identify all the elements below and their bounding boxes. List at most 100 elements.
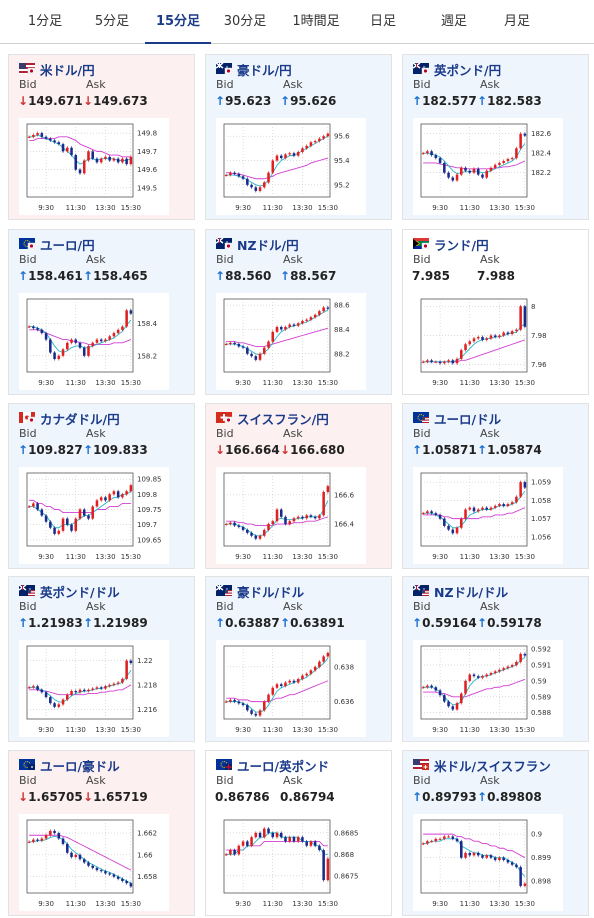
- rate-chart[interactable]: 9:30 11:30 13:30 15:30 88.6 88.4 88.2: [216, 293, 366, 390]
- candle: [489, 855, 493, 858]
- bid-arrow-icon: ↑: [412, 94, 423, 108]
- candle: [104, 339, 107, 342]
- candle: [292, 837, 296, 842]
- currency-pair-title[interactable]: 豪ドル/ドル: [237, 585, 305, 600]
- candle: [237, 525, 241, 528]
- currency-pair-title[interactable]: スイスフラン/円: [237, 412, 329, 427]
- rate-chart[interactable]: 9:30 11:30 13:30 15:30 8 7.98 7.96: [413, 293, 563, 390]
- rate-card[interactable]: NZドル/ドル Bid Ask ↑0.59164 ↑0.59178 9:30 11…: [402, 576, 589, 742]
- tab-7[interactable]: 月足: [503, 14, 530, 29]
- rate-card[interactable]: ユーロ/豪ドル Bid Ask ↓1.65705 ↓1.65719 9:30 11…: [8, 750, 195, 916]
- candle: [301, 675, 304, 680]
- currency-pair-title[interactable]: 英ポンド/円: [434, 63, 502, 78]
- candle: [318, 311, 321, 315]
- rate-chart[interactable]: 9:30 11:30 13:30 15:30 0.9 0.899 0.898: [413, 814, 563, 911]
- candle: [305, 515, 308, 519]
- currency-pair-title[interactable]: ユーロ/円: [40, 238, 95, 253]
- ask-price: ↑88.567: [280, 269, 337, 283]
- candle: [318, 515, 321, 519]
- tab-0[interactable]: 1分足: [27, 14, 63, 29]
- rate-chart[interactable]: 9:30 11:30 13:30 15:30 95.6 95.4 95.2: [216, 118, 366, 215]
- candle: [296, 516, 300, 519]
- candle: [301, 320, 304, 324]
- ask-price: ↓166.680: [280, 443, 345, 457]
- candle: [258, 187, 262, 191]
- rate-chart[interactable]: 9:30 11:30 13:30 15:30 149.8 149.7 149.6 149.5: [19, 118, 169, 215]
- tab-3[interactable]: 30分足: [223, 14, 267, 29]
- rate-chart[interactable]: 9:30 11:30 13:30 15:30 182.6 182.4 182.2: [413, 118, 563, 215]
- rate-card[interactable]: 豪ドル/円 Bid Ask ↑95.623 ↑95.626 9:30 11:30 1…: [205, 54, 392, 220]
- tab-6[interactable]: 週足: [440, 14, 467, 29]
- candle: [44, 333, 48, 340]
- rate-chart[interactable]: 9:30 11:30 13:30 15:30 0.592 0.591 0.59 0.589 0.…: [413, 640, 563, 737]
- rate-card[interactable]: 英ポンド/ドル Bid Ask ↑1.21983 ↑1.21989 9:30 11…: [8, 576, 195, 742]
- ma-long-line: [423, 833, 526, 859]
- currency-pair-title[interactable]: 米ドル/スイスフラン: [434, 759, 551, 774]
- rate-chart[interactable]: 9:30 11:30 13:30 15:30 166.6 166.4: [216, 467, 366, 564]
- rate-card[interactable]: ランド/円 Bid Ask 7.985 7.988 9:30 11:30 13:30…: [402, 229, 589, 395]
- rate-card[interactable]: 英ポンド/円 Bid Ask ↑182.577 ↑182.583 9:30 11:…: [402, 54, 589, 220]
- candle: [271, 832, 275, 838]
- y-tick-label: 95.6: [334, 133, 350, 141]
- rate-chart[interactable]: 9:30 11:30 13:30 15:30 0.8685 0.868 0.8675: [216, 814, 366, 911]
- rate-card[interactable]: 米ドル/円 Bid Ask ↓149.671 ↓149.673 9:30 11:3…: [8, 54, 195, 220]
- candle: [523, 883, 527, 886]
- ask-price: ↑0.59178: [477, 616, 542, 630]
- currency-pair-title[interactable]: ユーロ/ドル: [434, 412, 502, 427]
- rate-chart[interactable]: 9:30 11:30 13:30 15:30 109.85 109.8 109.75 109.…: [19, 467, 169, 564]
- ask-price: ↑95.626: [280, 94, 337, 108]
- candle: [91, 342, 94, 347]
- bid-arrow-icon: ↓: [215, 443, 226, 457]
- currency-pair-title[interactable]: 英ポンド/ドル: [40, 585, 120, 600]
- rate-chart[interactable]: 9:30 11:30 13:30 15:30 158.4 158.2: [19, 293, 169, 390]
- rate-card[interactable]: 米ドル/スイスフラン Bid Ask ↑0.89793 ↑0.89808 9:3…: [402, 750, 589, 916]
- rate-card[interactable]: ユーロ/ドル Bid Ask ↑1.05871 ↑1.05874 9:30 11:…: [402, 403, 589, 569]
- candle: [70, 691, 73, 695]
- x-tick-label: 9:30: [432, 553, 448, 561]
- currency-pair-title[interactable]: NZドル/円: [237, 238, 299, 253]
- candle: [53, 140, 56, 143]
- candle: [460, 841, 463, 858]
- rate-card[interactable]: ユーロ/英ポンド Bid Ask 0.86786 0.86794 9:30 11:…: [205, 750, 392, 916]
- rate-chart[interactable]: 9:30 11:30 13:30 15:30 1.059 1.058 1.057 1.056: [413, 467, 563, 564]
- currency-pair-title[interactable]: 豪ドル/円: [237, 63, 292, 78]
- rate-card[interactable]: ユーロ/円 Bid Ask ↑158.461 ↑158.465 9:30 11:3…: [8, 229, 195, 395]
- currency-pair-title[interactable]: ユーロ/英ポンド: [237, 759, 330, 774]
- candle: [284, 154, 287, 159]
- candle: [313, 516, 317, 519]
- currency-pair-title[interactable]: カナダドル/円: [40, 412, 120, 427]
- candle: [426, 360, 429, 362]
- rate-card[interactable]: スイスフラン/円 Bid Ask ↓166.664 ↓166.680 9:30 1…: [205, 403, 392, 569]
- rate-chart[interactable]: 9:30 11:30 13:30 15:30 0.638 0.636: [216, 640, 366, 737]
- rate-chart[interactable]: 9:30 11:30 13:30 15:30 1.662 1.66 1.658: [19, 814, 169, 911]
- tab-5[interactable]: 日足: [369, 14, 396, 29]
- candle: [61, 699, 65, 705]
- currency-pair-title[interactable]: NZドル/ドル: [434, 585, 509, 600]
- currency-pair-title[interactable]: ランド/円: [434, 238, 489, 253]
- currency-pair-title[interactable]: ユーロ/豪ドル: [40, 759, 120, 774]
- y-tick-label: 0.592: [531, 646, 551, 654]
- currency-flag-icon: [216, 63, 232, 74]
- currency-pair-title[interactable]: 米ドル/円: [40, 63, 95, 78]
- rate-chart[interactable]: 9:30 11:30 13:30 15:30 1.22 1.218 1.216: [19, 640, 169, 737]
- ask-label: Ask: [283, 600, 303, 613]
- tab-2[interactable]: 15分足: [145, 0, 211, 44]
- candle: [485, 338, 488, 340]
- candle: [237, 344, 241, 347]
- rate-card[interactable]: 豪ドル/ドル Bid Ask ↑0.63887 ↑0.63891 9:30 11:…: [205, 576, 392, 742]
- chart-frame: [420, 298, 528, 373]
- candle: [70, 852, 73, 858]
- rate-card[interactable]: NZドル/円 Bid Ask ↑88.560 ↑88.567 9:30 11:30…: [205, 229, 392, 395]
- candlestick-chart: 9:30 11:30 13:30 15:30 166.6 166.4: [223, 472, 355, 561]
- candle: [464, 344, 467, 351]
- candle: [27, 687, 31, 689]
- tab-4[interactable]: 1時間足: [292, 14, 340, 29]
- candle: [82, 689, 86, 692]
- rate-card[interactable]: カナダドル/円 Bid Ask ↑109.827 ↑109.833 9:30 11…: [8, 403, 195, 569]
- x-tick-label: 13:30: [95, 204, 115, 212]
- candle: [447, 525, 450, 530]
- tab-1[interactable]: 5分足: [94, 14, 130, 29]
- candle: [426, 685, 429, 688]
- ask-arrow-icon: ↑: [477, 443, 488, 457]
- candle: [326, 652, 330, 657]
